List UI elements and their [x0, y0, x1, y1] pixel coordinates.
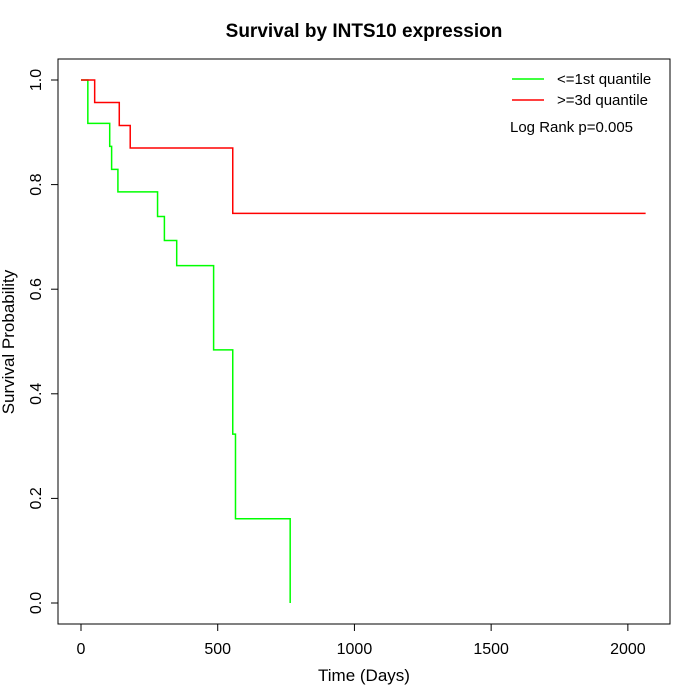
- y-axis-label: Survival Probability: [0, 269, 18, 414]
- y-tick-label: 0.2: [28, 487, 45, 509]
- y-tick-label: 0.8: [28, 173, 45, 195]
- y-tick-label: 1.0: [28, 69, 45, 91]
- x-tick-label: 1500: [473, 641, 509, 658]
- x-tick-label: 500: [204, 641, 231, 658]
- legend-label-1: <=1st quantile: [557, 71, 651, 88]
- series-line-2: [81, 79, 646, 215]
- x-tick-label: 1000: [337, 641, 373, 658]
- legend: <=1st quantile >=3d quantile: [512, 71, 651, 109]
- y-axis: 0.0 0.2 0.4 0.6 0.8 1.0: [28, 69, 59, 614]
- x-tick-label: 2000: [610, 641, 646, 658]
- log-rank-annotation: Log Rank p=0.005: [510, 119, 633, 136]
- series-layer: [81, 79, 646, 603]
- x-axis: 0 500 1000 1500 2000: [77, 623, 646, 658]
- legend-label-2: >=3d quantile: [557, 92, 648, 109]
- plot-frame: [57, 58, 671, 625]
- x-axis-label: Time (Days): [318, 666, 410, 685]
- chart-title: Survival by INTS10 expression: [226, 21, 503, 42]
- y-tick-label: 0.4: [28, 383, 45, 405]
- x-tick-label: 0: [77, 641, 86, 658]
- y-tick-label: 0.0: [28, 592, 45, 614]
- y-tick-label: 0.6: [28, 278, 45, 300]
- series-line-1: [81, 79, 291, 603]
